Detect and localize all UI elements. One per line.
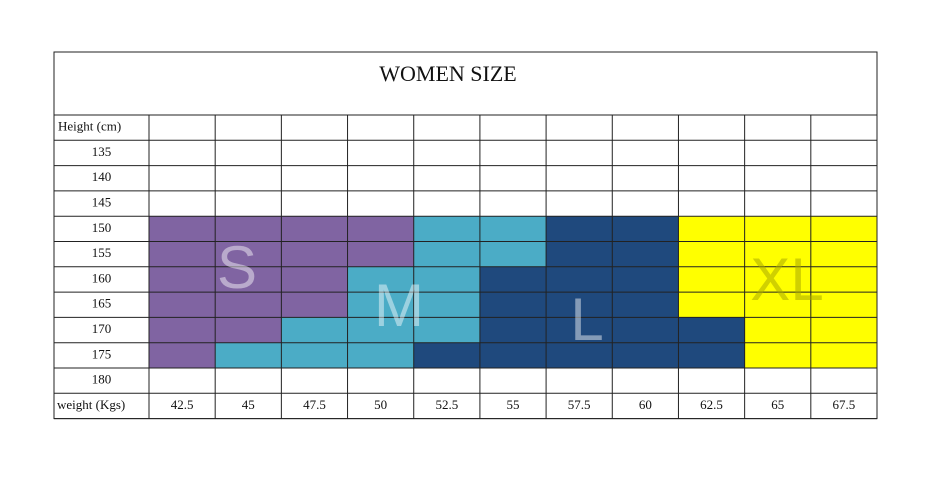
weight-label: 45: [242, 397, 255, 412]
weight-label: 47.5: [303, 397, 326, 412]
size-cell: [413, 317, 480, 343]
size-cell: [612, 266, 679, 293]
size-cell: [479, 216, 547, 242]
size-letter: M: [374, 272, 424, 339]
size-cell: [546, 241, 613, 267]
height-header: Height (cm): [58, 119, 121, 134]
size-cell: [149, 292, 216, 318]
size-cell: [347, 266, 414, 293]
size-cell: [744, 342, 811, 368]
size-cell: [281, 266, 348, 293]
weight-label: 52.5: [435, 397, 458, 412]
height-label: 170: [92, 321, 112, 336]
height-label: 165: [92, 296, 112, 311]
size-cell: [546, 317, 613, 343]
size-cell: [612, 342, 679, 368]
weight-label: 57.5: [568, 397, 591, 412]
size-cell: [347, 292, 414, 318]
size-cell: [546, 292, 613, 318]
size-cell: [678, 216, 745, 242]
size-cell: [215, 241, 282, 267]
size-cell: [744, 216, 811, 242]
weight-label: 62.5: [700, 397, 723, 412]
size-cell: [744, 292, 811, 318]
table-title: WOMEN SIZE: [379, 61, 516, 86]
weight-label: 67.5: [833, 397, 856, 412]
weight-label: 65: [771, 397, 784, 412]
size-cell: [215, 342, 282, 368]
height-label: 160: [92, 270, 112, 285]
size-cell: [347, 216, 414, 242]
size-cell: [281, 216, 348, 242]
size-cell: [678, 342, 745, 368]
size-cell: [281, 292, 348, 318]
size-cell: [479, 342, 547, 368]
height-label: 135: [92, 144, 112, 159]
size-cell: [810, 342, 877, 368]
size-cell: [810, 216, 877, 242]
size-cell: [810, 292, 877, 318]
size-cell: [546, 266, 613, 293]
size-cell: [612, 317, 679, 343]
size-cell: [347, 241, 414, 267]
size-cell: [413, 342, 480, 368]
size-cell: [281, 241, 348, 267]
height-label: 155: [92, 245, 112, 260]
size-letter: S: [217, 234, 257, 301]
size-cell: [744, 266, 811, 293]
size-cell: [546, 216, 613, 242]
size-cell: [347, 342, 414, 368]
size-cell: [215, 216, 282, 242]
size-cell: [347, 317, 414, 343]
size-cell: [612, 216, 679, 242]
size-cell: [413, 216, 480, 242]
size-cell: [215, 266, 282, 293]
height-label: 180: [92, 372, 112, 387]
height-label: 145: [92, 195, 112, 210]
size-cell: [678, 317, 745, 343]
weight-label: 55: [507, 397, 520, 412]
weight-header: weight (Kgs): [57, 397, 125, 412]
size-cell: [479, 266, 547, 293]
size-cell: [810, 241, 877, 267]
size-cell: [281, 342, 348, 368]
weight-label: 42.5: [171, 397, 194, 412]
size-cell: [612, 241, 679, 267]
size-cell: [413, 241, 480, 267]
size-cell: [413, 266, 480, 293]
size-cell: [612, 292, 679, 318]
size-cell: [149, 317, 216, 343]
size-cell: [281, 317, 348, 343]
size-cell: [479, 292, 547, 318]
size-cell: [479, 241, 547, 267]
size-cell: [413, 292, 480, 318]
size-cell: [810, 317, 877, 343]
size-cell: [744, 241, 811, 267]
size-cell: [479, 317, 547, 343]
size-cell: [678, 292, 745, 318]
weight-label: 60: [639, 397, 652, 412]
size-letter: L: [570, 286, 603, 353]
height-label: 140: [92, 169, 112, 184]
size-cell: [149, 342, 216, 368]
size-letter: XL: [750, 246, 823, 313]
size-cell: [744, 317, 811, 343]
size-cell: [678, 241, 745, 267]
size-cell: [149, 241, 216, 267]
weight-label: 50: [374, 397, 387, 412]
size-cell: [149, 266, 216, 293]
size-cell: [678, 266, 745, 293]
size-cell: [215, 317, 282, 343]
height-label: 150: [92, 220, 112, 235]
size-cell: [149, 216, 216, 242]
size-cell: [810, 266, 877, 293]
size-cell: [546, 342, 613, 368]
size-cell: [215, 292, 282, 318]
height-label: 175: [92, 346, 112, 361]
